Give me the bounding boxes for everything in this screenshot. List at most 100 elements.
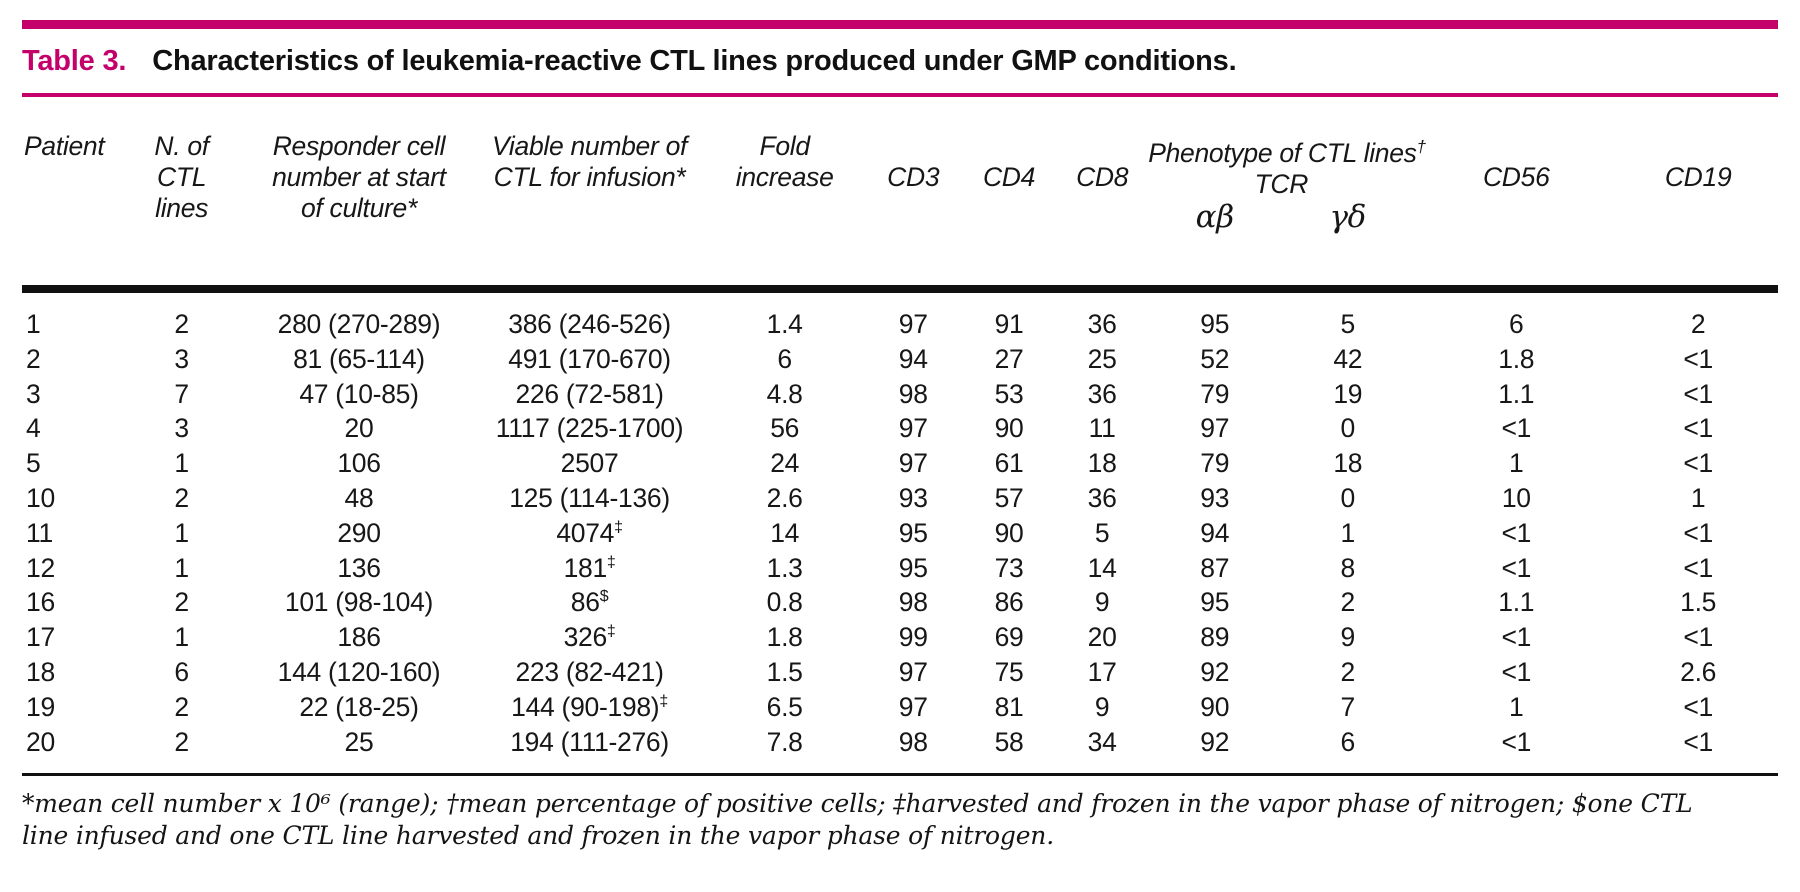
tcr-label: TCR [1254,168,1309,199]
col-header-tcr-alphabeta: αβ [1195,198,1235,235]
cell-n-ctl-lines: 3 [174,413,189,444]
cell-cd19: 1.5 [1680,587,1717,618]
footnote-marker: ‡ [614,518,623,536]
cell-cd56: 1 [1509,448,1524,479]
col-header-phenotype-tcr-group: Phenotype of CTL lines† TCR αβ γδ [1148,97,1426,285]
cell-cd56: <1 [1501,552,1532,583]
cell-patient: 10 [26,482,55,513]
cell-cd19: 2 [1690,309,1706,339]
cell-patient: 16 [26,587,55,618]
table-body-wrap: 1 2 280 (270-289) 386 (246-526) 1.4 97 91 36 95 5… [22,293,1778,759]
cell-fold-increase: 14 [770,517,800,548]
cell-fold-increase: 24 [770,448,800,479]
table-row: 4 3 20 1117 (225-1700) 56 97 90 11 97 0 <1 <1 [22,411,1778,446]
cell-cd19: <1 [1683,552,1713,583]
cell-responder-cells: 25 [344,726,374,757]
cell-cd4: 90 [994,517,1024,548]
header-table: Patient N. of CTL lines Responder cell n… [22,97,1778,285]
cell-cd8: 17 [1087,656,1117,687]
cell-n-ctl-lines: 1 [174,448,189,479]
cell-cd19: <1 [1683,378,1713,409]
cell-fold-increase: 1.8 [766,622,803,653]
cell-cd19: <1 [1683,343,1713,374]
cell-cd8: 36 [1087,378,1117,409]
footnote-marker: $ [599,588,609,606]
col-header-responder-cells: Responder cell number at start of cultur… [272,131,446,223]
cell-tcr-alphabeta: 79 [1200,378,1230,409]
cell-cd56: 1.1 [1498,587,1535,618]
col-header-fold-increase: Fold increase [735,131,834,192]
cell-tcr-gammadelta: 7 [1340,691,1356,722]
cell-cd8: 5 [1094,517,1110,548]
col-header-tcr-gammadelta: γδ [1329,198,1367,235]
cell-cd56: 1.1 [1498,378,1535,409]
cell-fold-increase: 1.4 [766,309,803,339]
cell-cd8: 18 [1087,448,1117,479]
cell-tcr-alphabeta: 95 [1200,587,1230,618]
cell-cd56: 1.8 [1498,343,1535,374]
cell-patient: 18 [26,656,55,687]
cell-cd19: <1 [1683,691,1713,722]
cell-responder-cells: 47 (10-85) [299,378,419,409]
cell-viable-ctl: 194 (111-276) [510,726,669,757]
cell-cd4: 53 [994,378,1024,409]
cell-fold-increase: 4.8 [766,378,803,409]
cell-viable-ctl: 86$ [570,587,609,618]
cell-viable-ctl: 386 (246-526) [508,309,671,339]
cell-cd8: 36 [1087,482,1117,513]
table-row: 19 2 22 (18-25) 144 (90-198)‡ 6.5 97 81 9 90 7 1 <1 [22,690,1778,725]
phenotype-group-label: Phenotype of CTL lines† [1148,137,1426,168]
cell-patient: 2 [26,343,41,374]
cell-cd3: 97 [898,413,928,444]
cell-fold-increase: 1.5 [766,656,803,687]
cell-tcr-gammadelta: 1 [1340,517,1356,548]
col-header-viable-ctl: Viable number of CTL for infusion* [492,131,688,192]
cell-tcr-gammadelta: 2 [1340,656,1356,687]
cell-patient: 1 [26,309,41,339]
cell-patient: 20 [26,726,55,757]
cell-tcr-alphabeta: 87 [1200,552,1230,583]
cell-viable-ctl: 223 (82-421) [515,656,664,687]
cell-cd4: 69 [994,622,1024,653]
cell-n-ctl-lines: 6 [174,656,189,687]
cell-cd56: 6 [1509,309,1524,339]
cell-tcr-alphabeta: 92 [1200,656,1230,687]
cell-n-ctl-lines: 1 [174,622,189,653]
col-header-cd4: CD4 [982,162,1036,192]
cell-responder-cells: 101 (98-104) [284,587,434,618]
col-header-cd56: CD56 [1482,162,1550,192]
cell-viable-ctl: 181‡ [563,552,616,583]
footnote-marker: ‡ [659,692,668,710]
cell-tcr-gammadelta: 8 [1340,552,1356,583]
table-row: 18 6 144 (120-160) 223 (82-421) 1.5 97 75 17 92 2… [22,655,1778,690]
cell-n-ctl-lines: 7 [174,378,189,409]
header-row: Patient N. of CTL lines Responder cell n… [22,97,1778,285]
header-separator-rule [22,285,1778,293]
cell-cd8: 34 [1087,726,1117,757]
cell-tcr-alphabeta: 89 [1200,622,1230,653]
cell-cd3: 93 [898,482,928,513]
cell-tcr-alphabeta: 90 [1200,691,1230,722]
cell-fold-increase: 2.6 [766,482,803,513]
cell-responder-cells: 106 [337,448,381,479]
cell-cd3: 97 [898,691,928,722]
cell-cd19: 2.6 [1680,656,1717,687]
table-row: 12 1 136 181‡ 1.3 95 73 14 87 8 <1 <1 [22,551,1778,586]
cell-cd56: <1 [1501,413,1532,444]
cell-cd4: 91 [994,309,1024,339]
cell-n-ctl-lines: 2 [174,587,189,618]
cell-patient: 17 [26,622,55,653]
cell-responder-cells: 280 (270-289) [277,309,441,339]
cell-viable-ctl: 326‡ [563,622,616,653]
cell-cd8: 14 [1087,552,1117,583]
cell-tcr-gammadelta: 0 [1340,413,1356,444]
cell-responder-cells: 81 (65-114) [293,343,425,374]
cell-cd3: 97 [898,448,928,479]
cell-cd19: <1 [1683,726,1713,757]
col-header-cd8: CD8 [1076,162,1129,192]
cell-tcr-gammadelta: 19 [1333,378,1363,409]
cell-cd4: 75 [994,656,1024,687]
cell-cd4: 81 [994,691,1024,722]
cell-cd4: 57 [994,482,1024,513]
data-table: 1 2 280 (270-289) 386 (246-526) 1.4 97 91 36 95 5… [22,293,1778,759]
